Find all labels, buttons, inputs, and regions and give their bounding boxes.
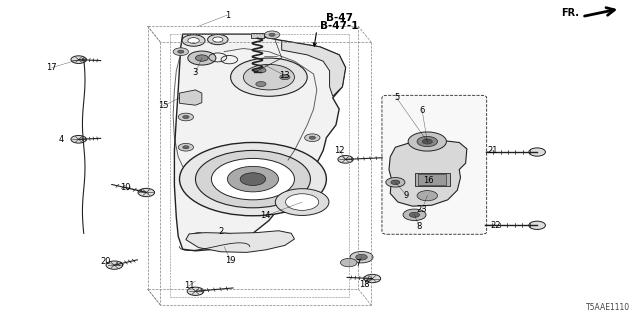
Text: 21: 21 <box>487 146 498 155</box>
Circle shape <box>410 212 420 217</box>
Text: 7: 7 <box>356 259 361 268</box>
Text: 5: 5 <box>394 93 399 102</box>
Circle shape <box>340 259 357 267</box>
Circle shape <box>391 180 400 185</box>
Circle shape <box>191 233 206 240</box>
Circle shape <box>178 143 193 151</box>
Text: 19: 19 <box>225 256 236 265</box>
Polygon shape <box>174 34 346 251</box>
Circle shape <box>195 55 208 61</box>
Circle shape <box>195 150 310 208</box>
Circle shape <box>240 173 266 186</box>
Circle shape <box>106 261 123 269</box>
Circle shape <box>173 48 188 55</box>
Circle shape <box>350 252 373 263</box>
Text: B-47: B-47 <box>326 13 353 23</box>
Bar <box>415 173 450 186</box>
Circle shape <box>212 37 223 42</box>
Circle shape <box>422 139 433 144</box>
Circle shape <box>138 188 155 197</box>
Text: 22: 22 <box>490 221 501 230</box>
Circle shape <box>417 191 438 201</box>
Circle shape <box>338 156 353 163</box>
Text: 6: 6 <box>419 106 425 115</box>
Circle shape <box>71 56 86 63</box>
Text: 12: 12 <box>334 146 344 155</box>
Circle shape <box>264 31 280 39</box>
Text: 11: 11 <box>184 281 195 290</box>
Circle shape <box>364 274 381 283</box>
Text: 10: 10 <box>120 183 131 192</box>
Circle shape <box>529 148 545 156</box>
FancyBboxPatch shape <box>382 95 486 234</box>
Circle shape <box>188 38 199 44</box>
Circle shape <box>285 194 319 210</box>
Polygon shape <box>179 90 202 105</box>
Text: 2: 2 <box>218 227 223 236</box>
Circle shape <box>179 142 326 216</box>
Circle shape <box>195 235 202 238</box>
Circle shape <box>309 136 316 139</box>
Circle shape <box>256 68 266 73</box>
Circle shape <box>182 146 189 149</box>
Text: 14: 14 <box>260 211 271 220</box>
Circle shape <box>275 189 329 215</box>
Text: 16: 16 <box>423 176 434 185</box>
Bar <box>418 174 447 185</box>
Circle shape <box>269 33 275 36</box>
Text: 20: 20 <box>101 258 111 267</box>
Text: 1: 1 <box>225 11 230 20</box>
Text: 18: 18 <box>360 280 370 289</box>
Circle shape <box>305 134 320 141</box>
Text: 8: 8 <box>416 222 422 231</box>
Circle shape <box>386 178 405 187</box>
Text: FR.: FR. <box>561 8 579 19</box>
Circle shape <box>230 58 307 96</box>
Circle shape <box>182 35 205 46</box>
Text: 17: 17 <box>47 63 57 72</box>
Text: 9: 9 <box>404 190 409 200</box>
Polygon shape <box>186 231 294 252</box>
Circle shape <box>188 51 216 65</box>
Text: T5AAE1110: T5AAE1110 <box>586 303 630 312</box>
Circle shape <box>71 135 86 143</box>
Circle shape <box>403 209 426 220</box>
Polygon shape <box>389 140 467 206</box>
Bar <box>251 33 264 38</box>
Circle shape <box>417 136 438 147</box>
Circle shape <box>227 166 278 192</box>
Circle shape <box>529 221 545 229</box>
Circle shape <box>178 113 193 121</box>
Text: 23: 23 <box>417 205 428 214</box>
Circle shape <box>356 254 367 260</box>
Text: 4: 4 <box>59 135 64 144</box>
Circle shape <box>207 35 228 45</box>
Circle shape <box>187 287 204 295</box>
Polygon shape <box>282 41 346 96</box>
Circle shape <box>182 116 189 119</box>
Circle shape <box>280 75 290 80</box>
Text: B-47-1: B-47-1 <box>320 21 358 31</box>
Text: 13: 13 <box>280 71 290 80</box>
Text: 15: 15 <box>158 101 169 110</box>
Circle shape <box>408 132 447 151</box>
Circle shape <box>177 50 184 53</box>
Text: 3: 3 <box>193 68 198 77</box>
Circle shape <box>256 82 266 87</box>
Circle shape <box>211 158 294 200</box>
Circle shape <box>243 64 294 90</box>
